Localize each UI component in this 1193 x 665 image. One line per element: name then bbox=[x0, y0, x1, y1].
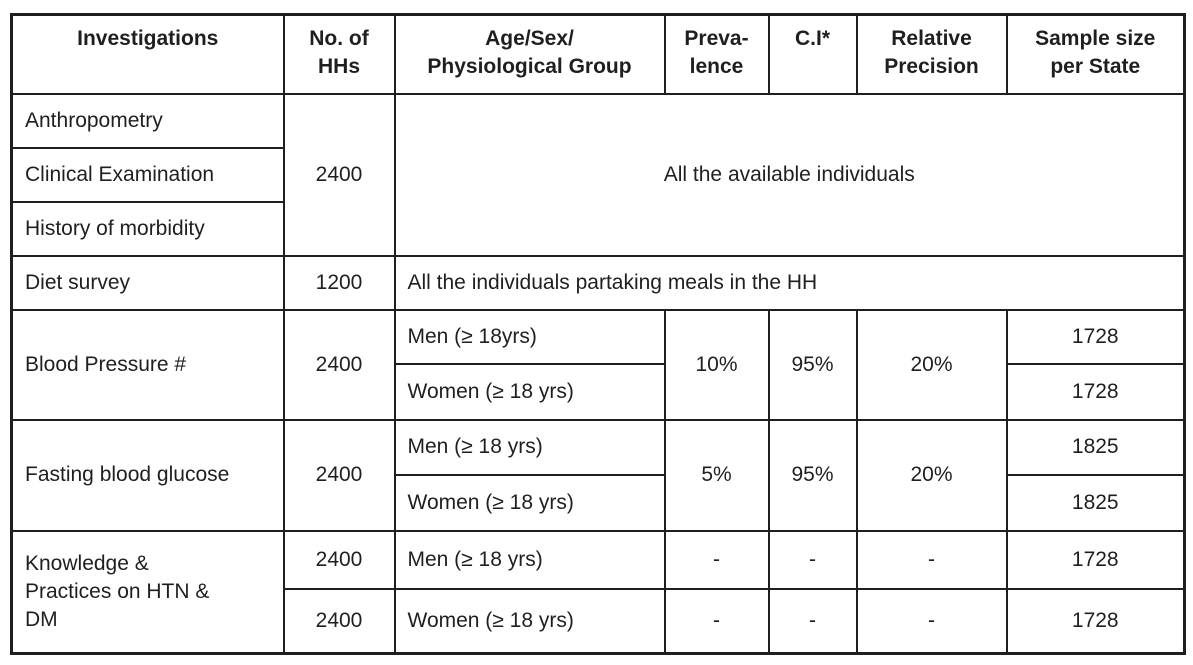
cell-relative-precision-knowledge-practices-men: - bbox=[855, 529, 1008, 590]
table-row-blood-pressure-men: Blood Pressure # 2400 Men (≥ 18yrs) 10% … bbox=[10, 308, 1186, 421]
table-row-clinical-examination: Clinical Examination bbox=[10, 146, 1185, 203]
cell-group-knowledge-practices-men: Men (≥ 18 yrs) bbox=[393, 529, 666, 590]
table-row-history-of-morbidity: History of morbidity bbox=[10, 200, 1185, 257]
cell-investigation-history-of-morbidity: History of morbidity bbox=[10, 200, 285, 257]
header-no-of-hhs: No. of HHs bbox=[282, 13, 396, 95]
table-header-row: Investigations No. of HHs Age/Sex/ Physi… bbox=[10, 13, 1186, 95]
cell-sample-blood-pressure-women: 1728 bbox=[1005, 362, 1186, 421]
cell-sample-knowledge-practices-women: 1728 bbox=[1005, 587, 1186, 655]
cell-hhs-anthropometry-block: 2400 bbox=[282, 92, 396, 257]
cell-group-diet-survey: All the individuals partaking meals in t… bbox=[393, 254, 1186, 311]
cell-group-blood-pressure-women: Women (≥ 18 yrs) bbox=[393, 362, 666, 421]
cell-sample-blood-pressure-men: 1728 bbox=[1005, 308, 1186, 365]
cell-investigation-clinical-examination: Clinical Examination bbox=[10, 146, 285, 203]
cell-hhs-blood-pressure: 2400 bbox=[282, 308, 396, 421]
table-row-anthropometry: Anthropometry 2400 All the available ind… bbox=[10, 92, 1186, 257]
cell-sample-knowledge-practices-men: 1728 bbox=[1005, 529, 1186, 590]
cell-hhs-knowledge-practices-men: 2400 bbox=[282, 529, 396, 590]
cell-investigation-knowledge-practices: Knowledge & Practices on HTN & DM bbox=[10, 529, 285, 655]
cell-sample-fasting-glucose-men: 1825 bbox=[1005, 418, 1186, 476]
header-age-sex-group: Age/Sex/ Physiological Group bbox=[393, 13, 666, 95]
header-relative-precision: Relative Precision bbox=[855, 13, 1008, 95]
cell-hhs-knowledge-practices-women: 2400 bbox=[282, 587, 396, 655]
cell-group-fasting-glucose-men: Men (≥ 18 yrs) bbox=[393, 418, 666, 476]
cell-prevalence-fasting-glucose: 5% bbox=[663, 418, 770, 532]
cell-prevalence-blood-pressure: 10% bbox=[663, 308, 770, 421]
table-row-fasting-glucose-men: Fasting blood glucose 2400 Men (≥ 18 yrs… bbox=[10, 418, 1186, 532]
cell-group-knowledge-practices-women: Women (≥ 18 yrs) bbox=[393, 587, 666, 655]
cell-sample-fasting-glucose-women: 1825 bbox=[1005, 473, 1186, 532]
table-row-fasting-glucose-women: Women (≥ 18 yrs) 1825 bbox=[12, 473, 1186, 532]
cell-investigation-fasting-glucose: Fasting blood glucose bbox=[10, 418, 285, 532]
cell-relative-precision-blood-pressure: 20% bbox=[855, 308, 1008, 421]
cell-group-anthropometry-block: All the available individuals bbox=[393, 92, 1186, 257]
cell-relative-precision-fasting-glucose: 20% bbox=[855, 418, 1008, 532]
cell-group-blood-pressure-men: Men (≥ 18yrs) bbox=[393, 308, 666, 365]
cell-prevalence-knowledge-practices-women: - bbox=[663, 587, 770, 655]
header-prevalence: Preva- lence bbox=[663, 13, 770, 95]
table-row-blood-pressure-women: Women (≥ 18 yrs) 1728 bbox=[12, 362, 1186, 421]
cell-relative-precision-knowledge-practices-women: - bbox=[855, 587, 1008, 655]
table-row-diet-survey: Diet survey 1200 All the individuals par… bbox=[10, 254, 1186, 311]
header-investigations: Investigations bbox=[10, 13, 285, 95]
cell-ci-knowledge-practices-men: - bbox=[767, 529, 858, 590]
cell-investigation-diet-survey: Diet survey bbox=[10, 254, 285, 311]
cell-prevalence-knowledge-practices-men: - bbox=[663, 529, 770, 590]
header-sample-size: Sample size per State bbox=[1005, 13, 1186, 95]
sampling-design-table: Investigations No. of HHs Age/Sex/ Physi… bbox=[10, 13, 1186, 655]
cell-investigation-anthropometry: Anthropometry bbox=[10, 92, 285, 149]
header-ci: C.I* bbox=[767, 13, 858, 95]
table-row-knowledge-practices-men: Knowledge & Practices on HTN & DM 2400 M… bbox=[10, 529, 1186, 655]
cell-ci-blood-pressure: 95% bbox=[767, 308, 858, 421]
cell-ci-knowledge-practices-women: - bbox=[767, 587, 858, 655]
table-row-knowledge-practices-women: 2400 Women (≥ 18 yrs) - - - 1728 bbox=[12, 587, 1186, 655]
cell-group-fasting-glucose-women: Women (≥ 18 yrs) bbox=[393, 473, 666, 532]
cell-hhs-diet-survey: 1200 bbox=[282, 254, 396, 311]
cell-investigation-blood-pressure: Blood Pressure # bbox=[10, 308, 285, 421]
cell-ci-fasting-glucose: 95% bbox=[767, 418, 858, 532]
cell-hhs-fasting-glucose: 2400 bbox=[282, 418, 396, 532]
